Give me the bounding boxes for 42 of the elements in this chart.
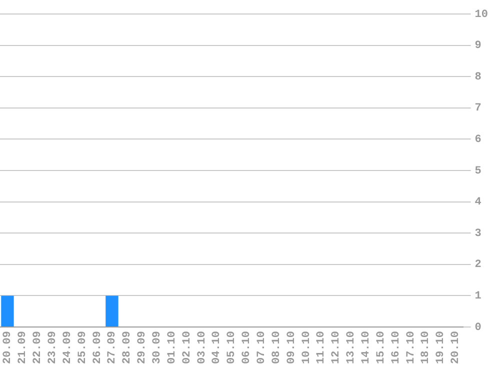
x-tick-label: 27.09: [106, 330, 119, 364]
y-tick-label: 6: [474, 134, 482, 146]
x-tick-label: 22.09: [32, 330, 44, 364]
x-tick-label: 18.10: [420, 330, 432, 364]
x-tick-label: 30.09: [152, 330, 164, 364]
x-tick-label: 05.10: [226, 330, 238, 364]
y-tick-label: 2: [474, 259, 482, 272]
x-tick-label: 29.09: [136, 330, 149, 364]
x-tick-label: 08.10: [270, 330, 283, 364]
y-tick-label: 8: [474, 71, 482, 84]
x-tick-label: 19.10: [435, 330, 448, 364]
x-tick-label: 14.10: [360, 330, 373, 364]
x-tick-label: 26.09: [92, 330, 104, 364]
x-tick-label: 09.10: [286, 330, 298, 364]
x-tick-label: 02.10: [181, 330, 194, 364]
y-tick-label: 10: [474, 8, 488, 21]
x-tick-label: 24.09: [62, 330, 74, 364]
x-tick-label: 04.10: [211, 330, 224, 364]
x-tick-label: 28.09: [122, 330, 134, 364]
y-tick-label: 9: [474, 40, 482, 52]
y-tick-label: 3: [474, 228, 482, 240]
x-tick-label: 23.09: [47, 330, 60, 364]
y-tick-label: 1: [474, 290, 482, 302]
x-tick-label: 13.10: [346, 330, 358, 364]
x-tick-label: 16.10: [390, 330, 402, 364]
x-tick-label: 25.09: [76, 330, 89, 364]
x-tick-label: 20.09: [2, 330, 14, 364]
x-tick-label: 07.10: [256, 330, 268, 364]
x-tick-label: 03.10: [196, 330, 208, 364]
x-tick-label: 11.10: [316, 330, 328, 364]
x-tick-label: 21.09: [17, 330, 30, 364]
y-tick-label: 5: [474, 165, 482, 178]
x-tick-label: 06.10: [241, 330, 254, 364]
x-tick-label: 17.10: [405, 330, 418, 364]
y-tick-label: 4: [474, 196, 482, 209]
x-tick-label: 10.10: [300, 330, 313, 364]
x-tick-label: 15.10: [375, 330, 388, 364]
x-tick-label: 12.10: [330, 330, 343, 364]
x-tick-label: 20.10: [450, 330, 462, 364]
x-tick-label: 01.10: [166, 330, 178, 364]
y-tick-label: 0: [474, 322, 482, 334]
y-tick-label: 7: [474, 102, 482, 115]
